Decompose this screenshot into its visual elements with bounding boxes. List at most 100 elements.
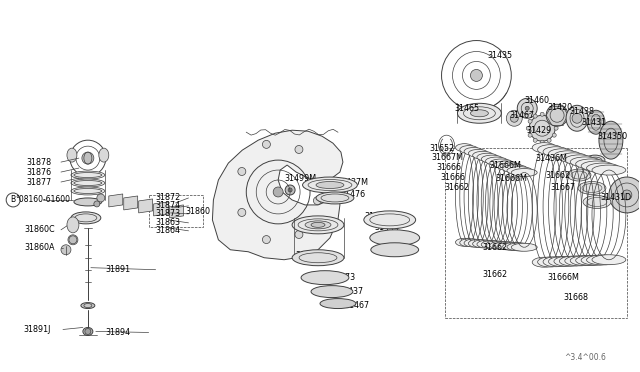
Text: B: B — [10, 195, 15, 205]
Ellipse shape — [460, 145, 478, 154]
Text: 31662: 31662 — [483, 270, 508, 279]
Ellipse shape — [586, 163, 620, 173]
Ellipse shape — [71, 187, 105, 195]
Ellipse shape — [468, 240, 488, 247]
Text: 31860A: 31860A — [24, 243, 54, 252]
Ellipse shape — [543, 257, 569, 267]
Text: 31662: 31662 — [445, 183, 470, 192]
Text: 31420: 31420 — [547, 103, 572, 112]
Text: 31467: 31467 — [509, 111, 534, 120]
Ellipse shape — [548, 149, 575, 159]
Circle shape — [533, 138, 537, 142]
Ellipse shape — [581, 161, 613, 171]
Circle shape — [572, 113, 582, 123]
Circle shape — [94, 201, 100, 207]
Text: 31435: 31435 — [488, 51, 513, 60]
Ellipse shape — [565, 256, 594, 266]
Text: 31438: 31438 — [569, 107, 594, 116]
Ellipse shape — [464, 147, 483, 155]
Ellipse shape — [486, 157, 508, 165]
Text: 31444: 31444 — [375, 223, 400, 232]
Ellipse shape — [464, 239, 483, 247]
Text: 31436: 31436 — [380, 236, 404, 245]
Ellipse shape — [81, 302, 95, 308]
Circle shape — [529, 115, 555, 141]
Ellipse shape — [370, 230, 420, 246]
Circle shape — [510, 114, 518, 122]
Circle shape — [61, 245, 71, 255]
Text: 31876: 31876 — [26, 167, 51, 177]
Text: 31652: 31652 — [429, 144, 455, 153]
Ellipse shape — [499, 163, 522, 171]
Ellipse shape — [592, 165, 626, 175]
Text: 31460: 31460 — [524, 96, 549, 105]
Ellipse shape — [592, 255, 626, 265]
Text: 31872: 31872 — [156, 193, 181, 202]
Ellipse shape — [68, 235, 78, 245]
Ellipse shape — [532, 257, 556, 267]
Text: 31666M: 31666M — [490, 161, 521, 170]
Circle shape — [525, 106, 529, 110]
Ellipse shape — [83, 327, 93, 336]
Ellipse shape — [585, 155, 605, 165]
Circle shape — [238, 167, 246, 176]
Text: 31429: 31429 — [526, 126, 552, 135]
Circle shape — [295, 145, 303, 154]
Circle shape — [262, 235, 270, 244]
Text: 31450: 31450 — [295, 251, 320, 260]
Ellipse shape — [71, 171, 105, 179]
Ellipse shape — [99, 148, 109, 162]
Polygon shape — [109, 194, 123, 207]
Text: 31666M: 31666M — [547, 273, 579, 282]
Ellipse shape — [502, 165, 527, 173]
Circle shape — [288, 188, 292, 192]
Ellipse shape — [305, 221, 331, 229]
Circle shape — [314, 179, 321, 187]
Text: °08160-61600: °08160-61600 — [15, 195, 70, 205]
Ellipse shape — [292, 216, 344, 234]
Ellipse shape — [316, 192, 354, 204]
Ellipse shape — [511, 169, 537, 177]
Text: 31860: 31860 — [186, 208, 211, 217]
Text: 31437: 31437 — [338, 287, 363, 296]
Circle shape — [528, 133, 532, 137]
Ellipse shape — [599, 121, 623, 159]
Text: 31662: 31662 — [545, 170, 570, 180]
Circle shape — [238, 208, 246, 217]
Ellipse shape — [567, 169, 591, 181]
Text: 31436M: 31436M — [535, 154, 567, 163]
Circle shape — [314, 197, 321, 205]
Text: 31873: 31873 — [156, 209, 180, 218]
Ellipse shape — [74, 198, 102, 206]
Ellipse shape — [458, 103, 501, 123]
Circle shape — [554, 126, 558, 130]
Ellipse shape — [494, 242, 518, 250]
Ellipse shape — [311, 286, 353, 298]
Ellipse shape — [538, 257, 563, 267]
Text: 31473: 31473 — [330, 273, 355, 282]
Text: 31666: 31666 — [440, 173, 465, 182]
Ellipse shape — [301, 271, 349, 285]
Text: 31878: 31878 — [26, 158, 51, 167]
Circle shape — [622, 190, 632, 200]
Ellipse shape — [468, 150, 488, 157]
Polygon shape — [154, 202, 168, 216]
Ellipse shape — [470, 110, 488, 117]
Circle shape — [609, 177, 640, 213]
Circle shape — [285, 185, 295, 195]
Ellipse shape — [490, 159, 513, 167]
Ellipse shape — [507, 167, 532, 174]
Ellipse shape — [456, 144, 474, 152]
Circle shape — [547, 138, 551, 142]
Ellipse shape — [364, 211, 415, 229]
Text: 31864: 31864 — [156, 226, 180, 235]
Ellipse shape — [511, 243, 537, 251]
Circle shape — [547, 114, 551, 118]
Text: 31891: 31891 — [106, 265, 131, 274]
Ellipse shape — [578, 182, 606, 195]
Text: 31431: 31431 — [581, 118, 606, 127]
Ellipse shape — [320, 299, 356, 308]
Ellipse shape — [554, 256, 582, 266]
Ellipse shape — [583, 195, 611, 208]
Ellipse shape — [71, 179, 105, 187]
